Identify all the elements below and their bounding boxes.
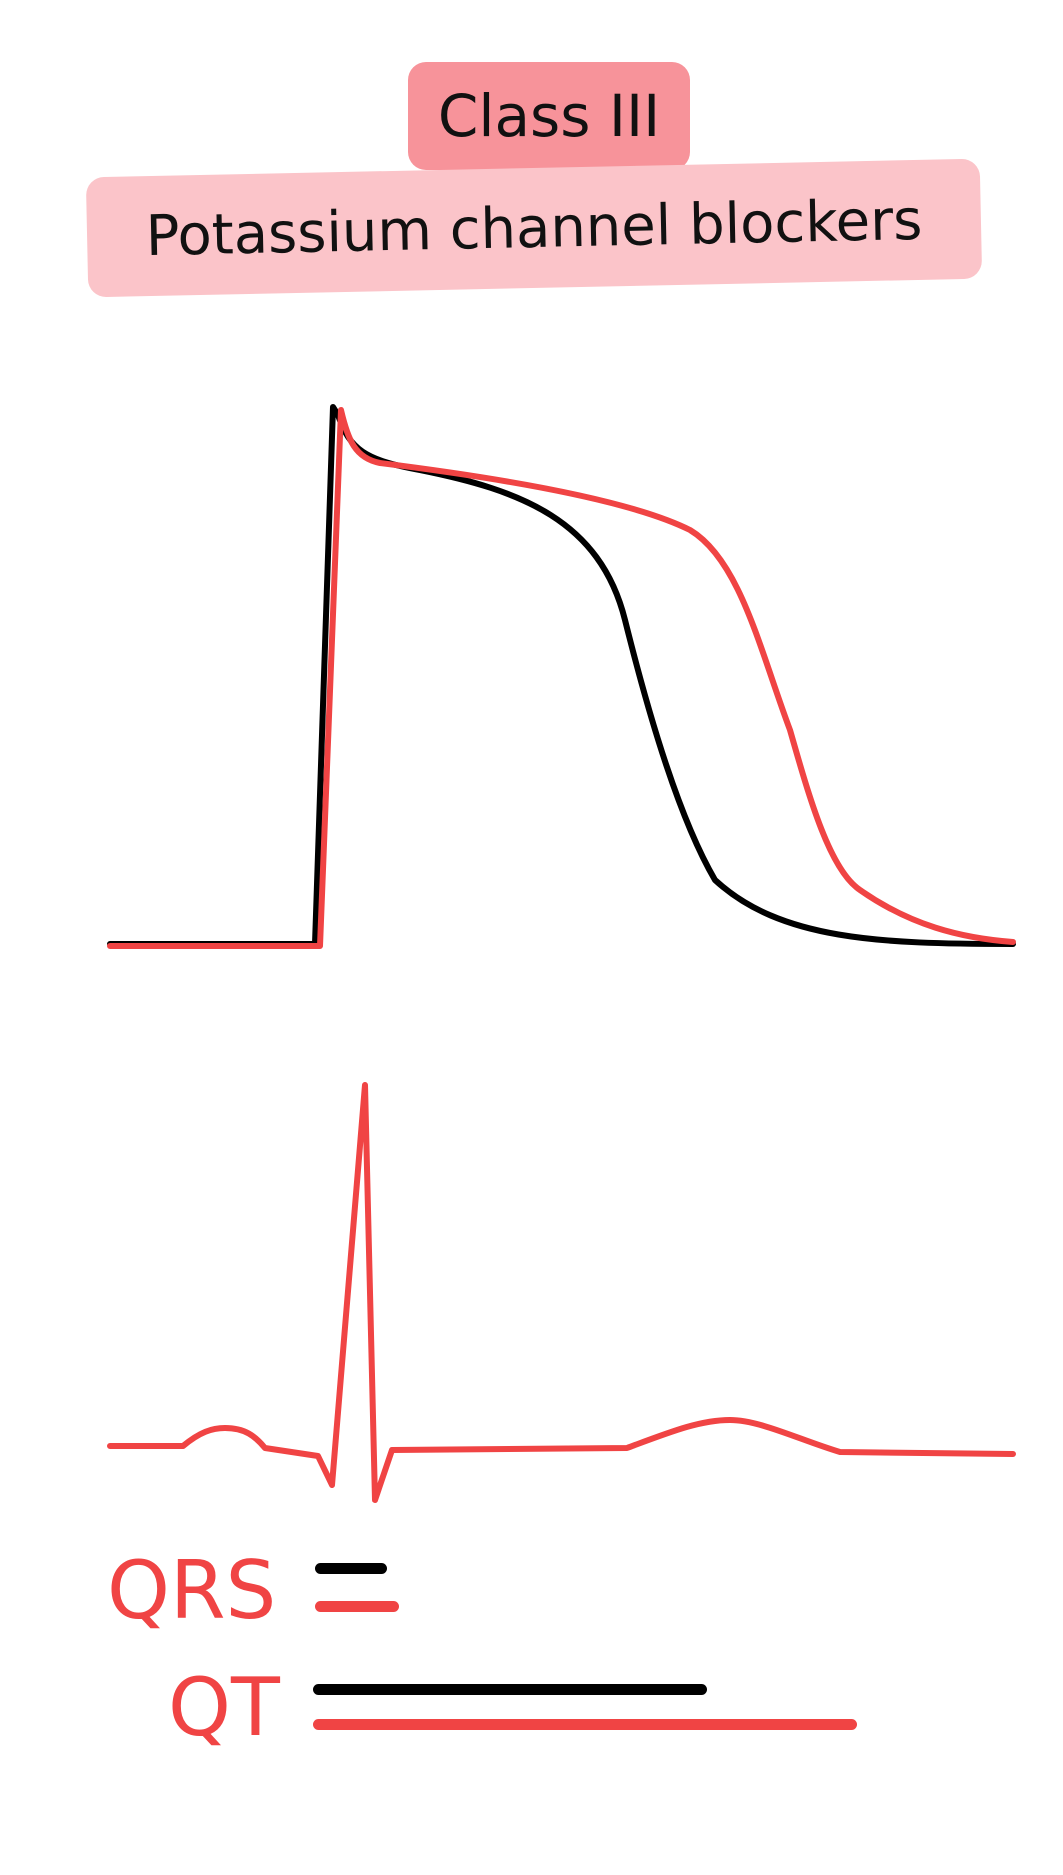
title-badge: Class III — [408, 62, 690, 170]
action-potential-baseline-trace — [107, 404, 1016, 947]
qrs-baseline-bar — [315, 1563, 387, 1574]
ecg-trace — [107, 1082, 1016, 1503]
title-text: Class III — [437, 82, 661, 150]
qt-label: QT — [168, 1661, 280, 1754]
action-potential-drug-trace — [107, 407, 1016, 949]
qt-baseline-bar — [313, 1684, 707, 1695]
qrs-label: QRS — [107, 1544, 277, 1637]
qrs-drug-bar — [315, 1601, 399, 1612]
qt-drug-bar — [313, 1719, 857, 1730]
